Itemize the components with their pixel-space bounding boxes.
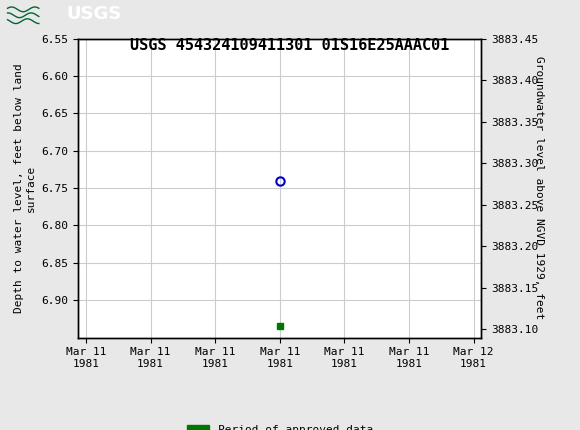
Text: USGS: USGS bbox=[67, 5, 122, 23]
Text: USGS 454324109411301 01S16E25AAAC01: USGS 454324109411301 01S16E25AAAC01 bbox=[130, 38, 450, 52]
Y-axis label: Groundwater level above NGVD 1929, feet: Groundwater level above NGVD 1929, feet bbox=[534, 56, 544, 320]
Y-axis label: Depth to water level, feet below land
surface: Depth to water level, feet below land su… bbox=[14, 63, 36, 313]
Legend: Period of approved data: Period of approved data bbox=[182, 421, 378, 430]
